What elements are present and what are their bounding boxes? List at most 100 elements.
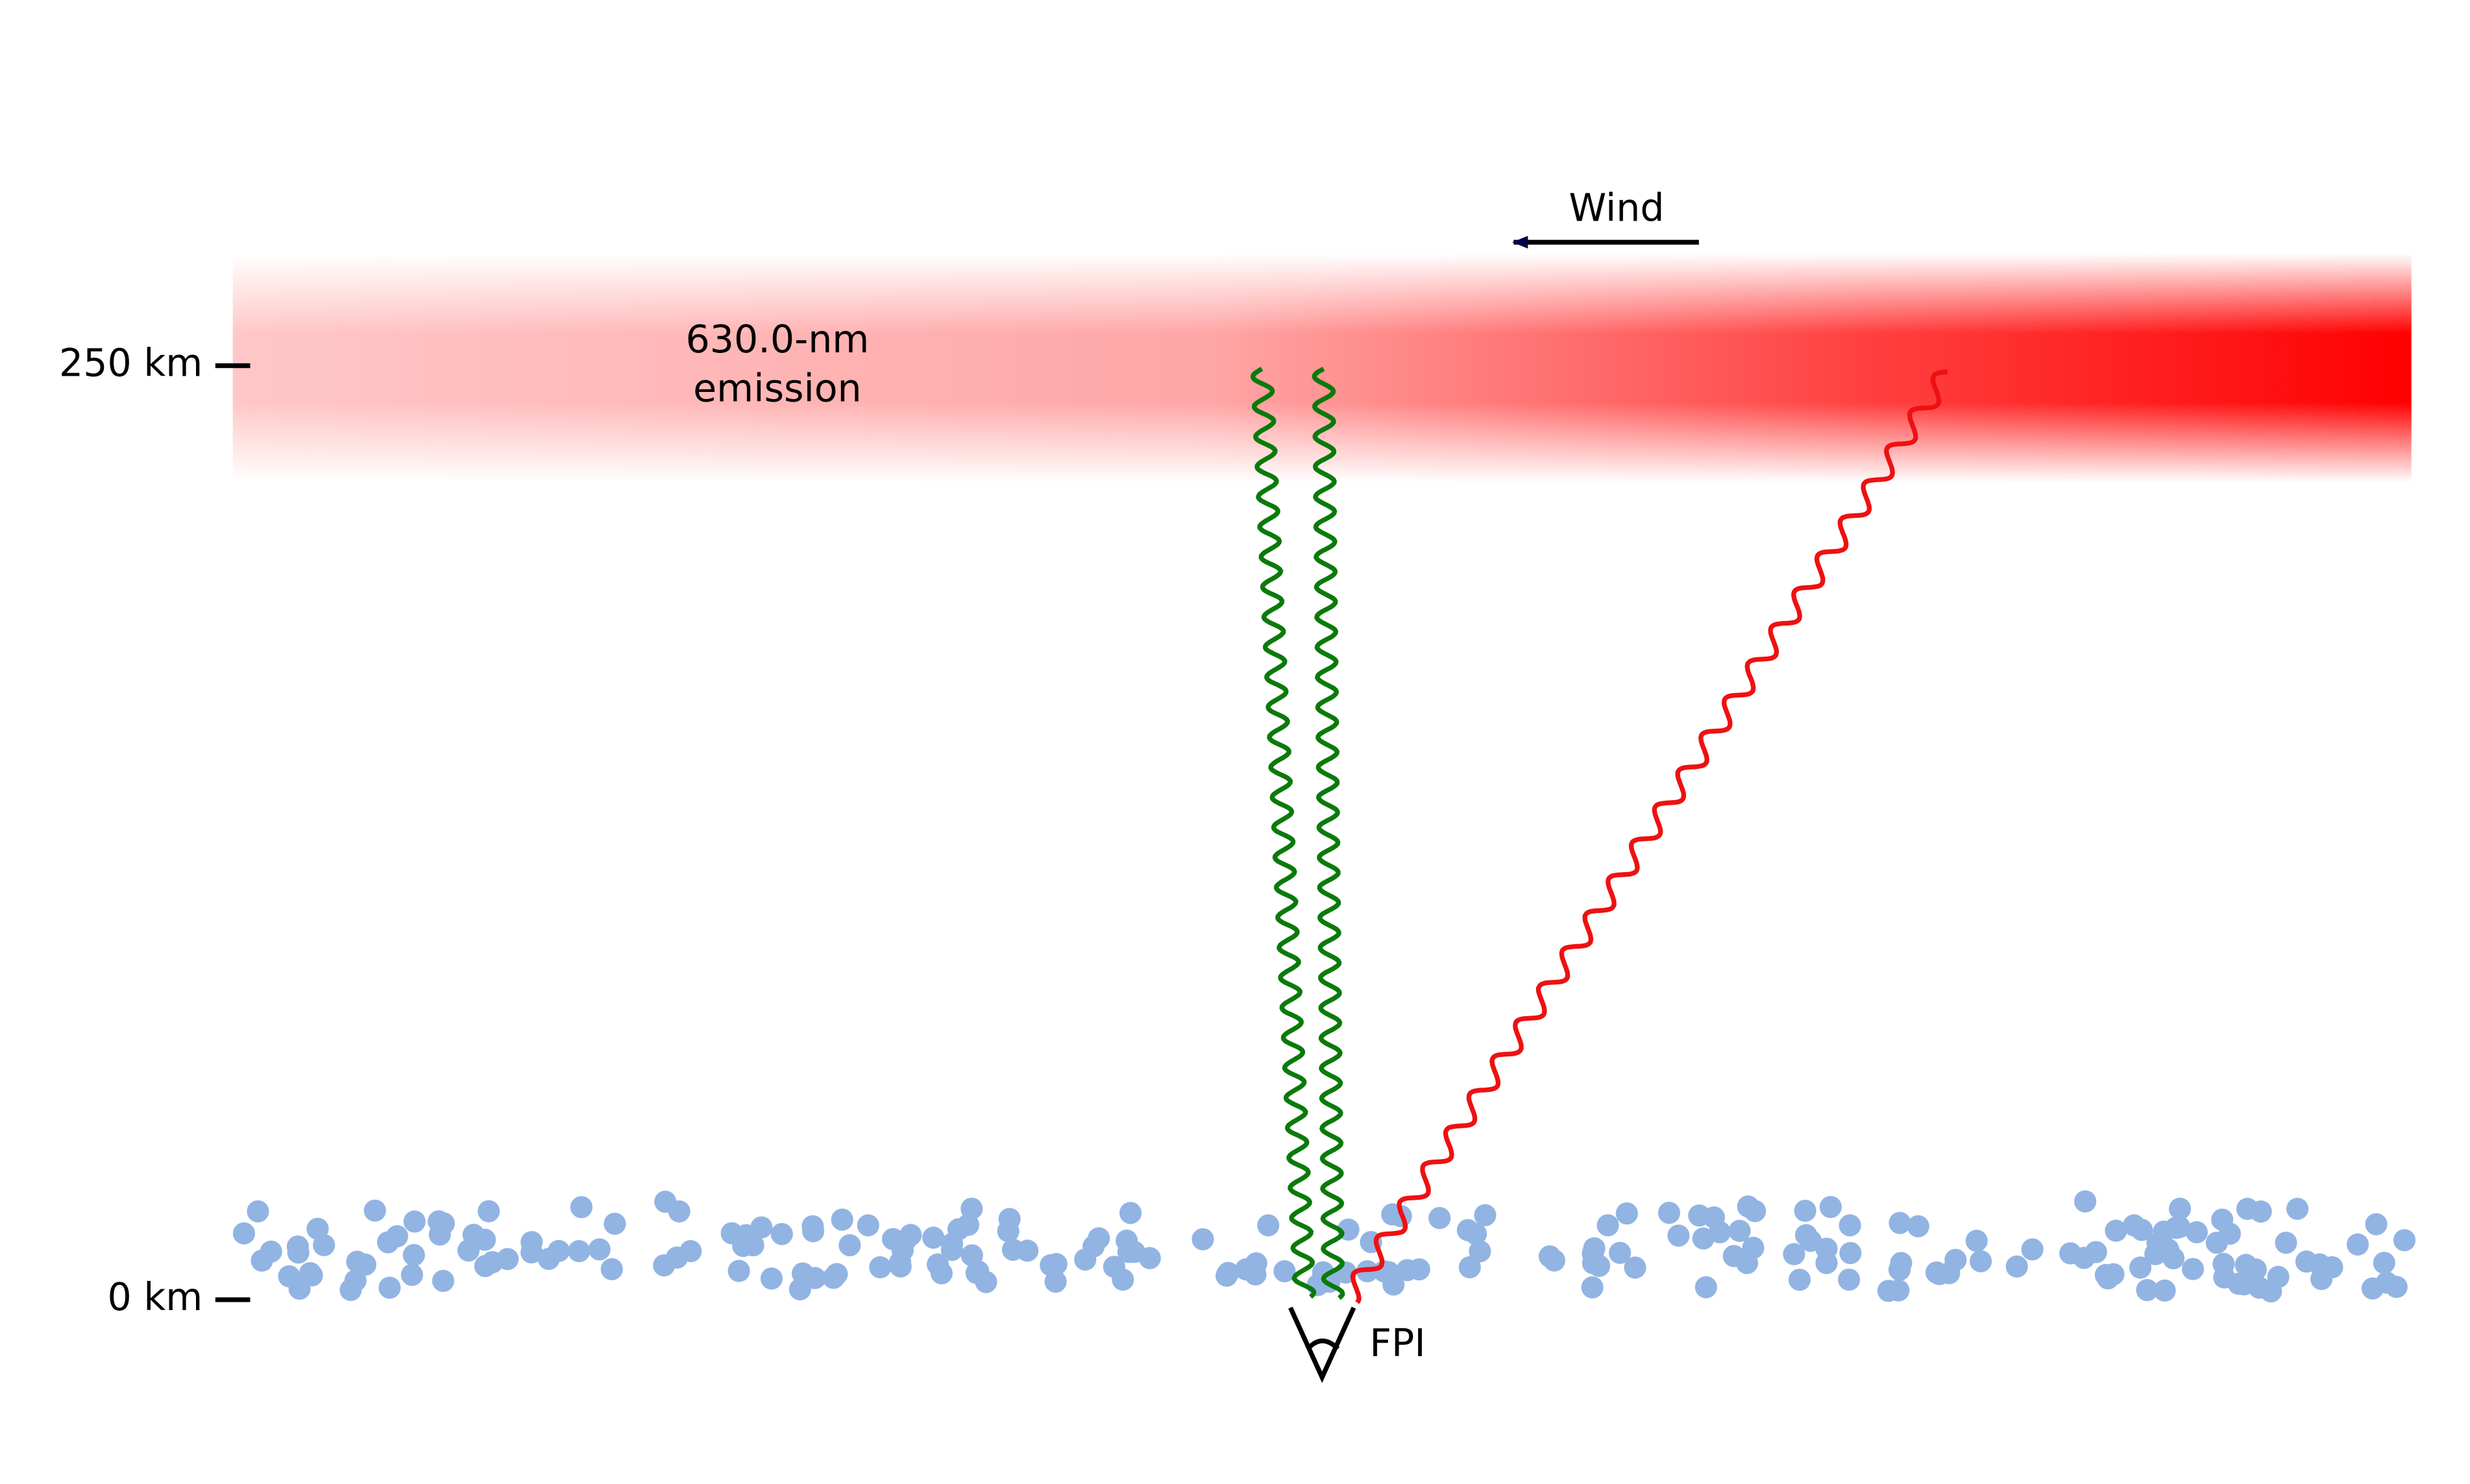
particle [1588, 1254, 1611, 1277]
particle [2166, 1216, 2188, 1239]
particle [1708, 1221, 1731, 1244]
particle [1788, 1269, 1811, 1291]
particle [1273, 1260, 1296, 1283]
particle [997, 1220, 1020, 1243]
fpi-icon [1288, 1306, 1356, 1383]
particle [588, 1238, 611, 1261]
particle [2185, 1221, 2208, 1244]
particle [2295, 1250, 2318, 1273]
particle [922, 1226, 945, 1249]
particle [1783, 1243, 1805, 1265]
wind-label: Wind [1569, 186, 1664, 230]
particle [1123, 1241, 1145, 1263]
particle [1215, 1264, 1238, 1287]
particle [965, 1261, 988, 1284]
particle [2321, 1256, 2343, 1279]
particle [2373, 1252, 2395, 1274]
particle [2005, 1255, 2028, 1278]
particle [653, 1254, 676, 1277]
particle [354, 1253, 376, 1276]
fpi-lens [1306, 1338, 1340, 1351]
particle [232, 1222, 256, 1245]
particle [1838, 1268, 1861, 1291]
particle [2275, 1232, 2297, 1254]
particle [403, 1210, 426, 1233]
particle [869, 1256, 892, 1279]
light-rays [1250, 367, 1948, 1304]
particle [2059, 1242, 2082, 1265]
altitude-label: 250 km [59, 341, 202, 385]
particle [668, 1200, 691, 1222]
particle [857, 1214, 879, 1237]
particle [2365, 1213, 2388, 1235]
particle [1458, 1256, 1481, 1279]
particle [478, 1200, 500, 1222]
particle [2094, 1263, 2117, 1287]
particle [957, 1213, 979, 1236]
particle [1839, 1241, 1862, 1265]
particle [363, 1199, 386, 1222]
particle [1112, 1268, 1134, 1291]
particle [520, 1231, 543, 1254]
particle [2346, 1233, 2369, 1256]
particle [1888, 1258, 1911, 1281]
particle [2212, 1252, 2235, 1275]
particle [1925, 1261, 1948, 1284]
particle [1609, 1241, 1632, 1264]
particle [1839, 1214, 1861, 1237]
particle [1082, 1235, 1105, 1258]
particle [2227, 1272, 2250, 1295]
particle [1543, 1249, 1565, 1272]
particle [1119, 1202, 1142, 1224]
particle [428, 1223, 451, 1246]
particle [2105, 1219, 2127, 1242]
particle [2236, 1197, 2259, 1221]
particle [1657, 1201, 1681, 1224]
particle [300, 1264, 323, 1287]
fpi-label: FPI [1369, 1321, 1425, 1365]
particle [1408, 1258, 1430, 1281]
particle [1965, 1230, 1988, 1252]
particle [286, 1235, 310, 1258]
particle [600, 1258, 623, 1281]
particle [2211, 1208, 2234, 1231]
particle [2234, 1254, 2257, 1276]
altitude-label: 0 km [108, 1275, 203, 1319]
particle [770, 1222, 793, 1245]
light-ray [1312, 367, 1345, 1300]
particle [801, 1220, 825, 1243]
particle [926, 1253, 949, 1276]
particle [838, 1234, 861, 1257]
particle [894, 1230, 916, 1252]
particle [2136, 1279, 2158, 1302]
particle [568, 1240, 591, 1263]
particle [473, 1228, 496, 1251]
light-ray [1350, 369, 1948, 1304]
particle [1257, 1214, 1280, 1237]
particle [940, 1232, 964, 1255]
particle [825, 1263, 848, 1285]
particle [1907, 1215, 1929, 1237]
particle [1428, 1207, 1451, 1230]
particle [2157, 1238, 2180, 1261]
particle [402, 1244, 425, 1267]
particle [1889, 1211, 1911, 1234]
particle [1728, 1219, 1751, 1242]
particle [400, 1263, 423, 1286]
particle [2085, 1241, 2107, 1263]
particle [1235, 1258, 1258, 1281]
particle [1581, 1276, 1604, 1299]
particle [537, 1247, 560, 1271]
particle [2205, 1232, 2228, 1254]
particle [2181, 1258, 2205, 1280]
particle [1596, 1214, 1619, 1237]
particle [2153, 1279, 2176, 1302]
particle [1819, 1195, 1842, 1219]
particle [831, 1208, 853, 1231]
particle [1667, 1224, 1690, 1247]
particle [2375, 1271, 2398, 1294]
particle [1794, 1224, 1818, 1247]
particle [432, 1269, 454, 1293]
